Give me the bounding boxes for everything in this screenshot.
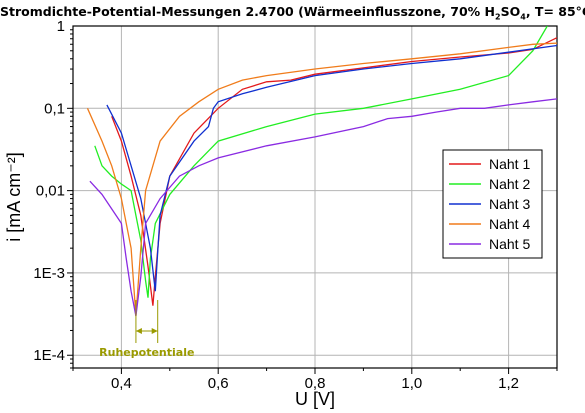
legend-label: Naht 4 (489, 216, 530, 232)
series-line (111, 37, 557, 306)
series-line (89, 98, 557, 317)
legend-label: Naht 2 (489, 176, 530, 192)
chart-title: Stromdichte-Potential-Messungen 2.4700 (… (0, 4, 585, 22)
legend-label: Naht 3 (489, 196, 530, 212)
x-tick-label: 0,6 (208, 375, 229, 392)
y-tick-label: 1E-4 (33, 347, 65, 364)
x-tick-label: 0,8 (305, 375, 326, 392)
annotation-arrowhead-right (151, 328, 158, 334)
y-tick-label: 1E-3 (33, 265, 65, 282)
x-tick-label: 1,2 (498, 375, 519, 392)
x-axis-label: U [V] (295, 389, 335, 409)
x-tick-label: 0,4 (111, 375, 132, 392)
y-tick-label: 1 (57, 18, 65, 35)
x-tick-label: 1,0 (401, 375, 422, 392)
chart-title-part: , T= 85°C) (525, 4, 585, 19)
y-tick-label: 0,1 (44, 100, 65, 117)
chart-title-part: 2 (495, 12, 501, 22)
series-line (94, 26, 548, 298)
legend-label: Naht 5 (489, 236, 530, 252)
y-axis-label: i [mA cm⁻²] (4, 152, 24, 242)
chart-title-part: 4 (520, 12, 526, 22)
annotation-arrowhead-left (135, 328, 142, 334)
annotation-label: Ruhepotentiale (99, 346, 194, 359)
chart-title-part: Stromdichte-Potential-Messungen 2.4700 (… (0, 4, 496, 19)
chart-title-part: SO (500, 4, 521, 19)
legend-label: Naht 1 (489, 156, 530, 172)
y-tick-label: 0,01 (36, 183, 65, 200)
series-line (86, 42, 557, 317)
